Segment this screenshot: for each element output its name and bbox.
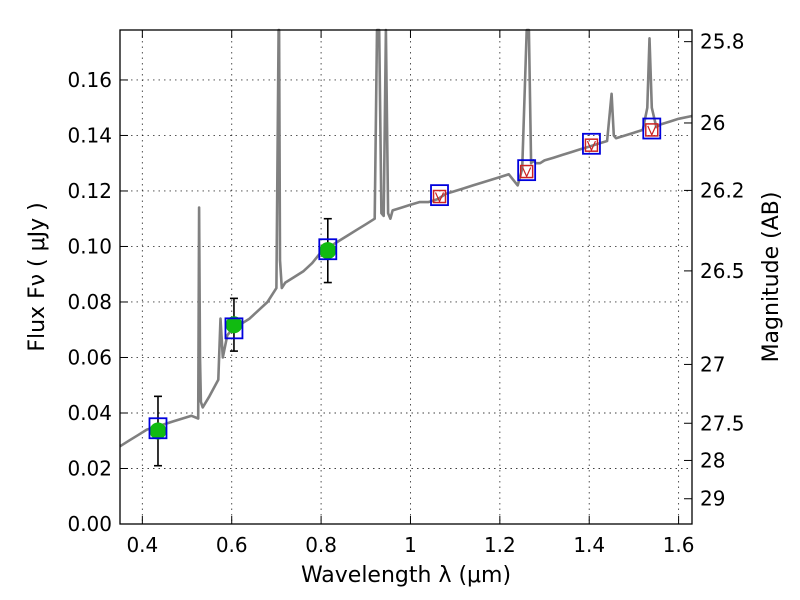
y-tick-label: 0.02 <box>67 456 112 480</box>
plot-frame <box>119 29 693 525</box>
y-tick-label: 0.00 <box>67 512 112 536</box>
x-tick-label: 0.4 <box>126 533 158 557</box>
model-band-flux-box <box>582 132 601 155</box>
model-band-flux-box <box>148 417 168 440</box>
y2-tick-label: 27 <box>700 352 725 376</box>
y2-axis-label: Magnitude (AB) <box>759 192 784 363</box>
observed-flux-point <box>149 422 167 440</box>
y-tick-label: 0.06 <box>67 345 112 369</box>
y2-tick-label: 26.2 <box>700 178 745 202</box>
model-band-flux-box <box>517 159 537 182</box>
x-tick-label: 1.2 <box>484 533 516 557</box>
upper-limit-arrow <box>522 167 532 179</box>
y2-tick-label: 29 <box>700 487 725 511</box>
y-tick-label: 0.16 <box>67 68 112 92</box>
axis-ticks: 0.4 0.6 0.8 1 1.2 1.4 1.6 0.00 0.02 0.04 0.06 0.08 0… <box>67 30 744 557</box>
x-tick-label: 1.6 <box>663 533 695 557</box>
spectrum-line <box>119 28 693 448</box>
x-tick-label: 1 <box>404 533 417 557</box>
x-tick-label: 0.8 <box>305 533 337 557</box>
spectrum-series <box>119 28 693 448</box>
model-band-flux-box <box>642 117 662 140</box>
observed-flux-point <box>319 242 337 260</box>
y-tick-label: 0.10 <box>67 234 112 258</box>
y-tick-label: 0.08 <box>67 290 112 314</box>
x-tick-label: 0.6 <box>216 533 248 557</box>
x-tick-label: 1.4 <box>573 533 605 557</box>
y2-tick-label: 26.5 <box>700 259 745 283</box>
y2-tick-label: 25.8 <box>700 30 745 54</box>
photometry-markers <box>148 117 662 467</box>
y2-tick-label: 28 <box>700 448 725 472</box>
model-band-flux-box <box>318 238 338 261</box>
model-band-flux-box <box>224 317 244 340</box>
upper-limit-arrow <box>647 125 657 137</box>
upper-limit-arrow <box>434 192 445 203</box>
model-band-flux-box <box>430 184 449 207</box>
grid-lines <box>120 30 692 524</box>
y2-tick-label: 27.5 <box>700 411 745 435</box>
y-tick-label: 0.12 <box>67 179 112 203</box>
y-axis-label: Flux Fν ( μJy ) <box>25 202 50 351</box>
y-tick-label: 0.14 <box>67 123 112 147</box>
y2-tick-label: 26 <box>700 111 725 135</box>
upper-limit-arrow <box>586 140 597 152</box>
x-axis-label: Wavelength λ (μm) <box>301 563 511 588</box>
y-tick-label: 0.04 <box>67 401 112 425</box>
